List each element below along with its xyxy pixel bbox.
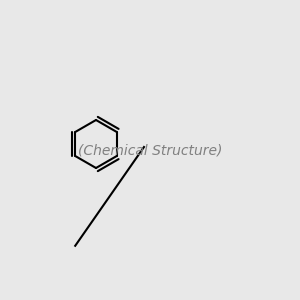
Text: (Chemical Structure): (Chemical Structure): [78, 143, 222, 157]
